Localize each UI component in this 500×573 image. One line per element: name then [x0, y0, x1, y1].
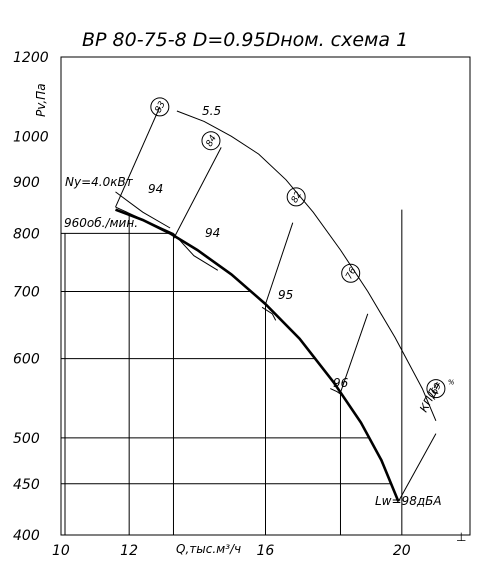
power-label: Ny=4.0кВт — [65, 175, 134, 189]
efficiency-line-2 — [261, 306, 277, 321]
x-axis-label: Q,тыс.м³/ч — [176, 542, 241, 556]
efficiency-circle-0 — [150, 97, 170, 117]
eff-label-96: 96 — [333, 376, 349, 390]
efficiency-line-1 — [173, 233, 219, 271]
speed-label: 960об./мин. — [64, 216, 138, 230]
chart-title: ВР 80-75-8 D=0.95Dном. схема 1 — [82, 29, 408, 51]
x-tick-16: 16 — [257, 543, 275, 559]
x-tick-labels: 10 12 16 20 — [52, 543, 411, 559]
y-tick-600: 600 — [13, 352, 40, 368]
efficiency-line-0 — [115, 191, 171, 229]
speed-line-69 — [397, 433, 437, 502]
efficiency-circle-label-1: 84 — [205, 134, 219, 149]
efficiency-layer — [115, 191, 341, 395]
sound-power-label: Lw=98дБА — [375, 494, 442, 508]
grid — [61, 209, 403, 535]
series-layer — [115, 208, 400, 502]
speed-line-76 — [340, 313, 369, 393]
corner-mark: ⊥ — [456, 530, 466, 544]
auxiliary-lines — [115, 106, 437, 502]
plot-frame — [60, 56, 471, 536]
x-tick-10: 10 — [52, 543, 70, 559]
eff-label-95: 95 — [278, 288, 293, 302]
x-tick-12: 12 — [120, 543, 138, 559]
y-tick-labels: 400 450 500 600 700 800 900 1000 1200 — [13, 50, 49, 544]
power-max-label: 5.5 — [202, 104, 221, 118]
efficiency-circle-label-3: 76 — [344, 266, 358, 281]
power-line-start — [115, 106, 161, 208]
performance-curve — [115, 208, 400, 502]
percent-mark: % — [448, 379, 455, 387]
efficiency-circle-1 — [201, 131, 221, 151]
efficiency-circle-3 — [341, 263, 361, 283]
efficiency-line-3 — [330, 388, 341, 395]
y-tick-1200: 1200 — [13, 50, 49, 66]
speed-line-82 — [265, 222, 294, 305]
y-tick-1000: 1000 — [13, 129, 49, 145]
y-tick-450: 450 — [13, 477, 40, 493]
efficiency-circle-label-0: 83 — [154, 100, 168, 115]
eff-label-94-upper: 94 — [148, 182, 163, 196]
efficiency-circle-2 — [286, 187, 306, 207]
y-tick-800: 800 — [13, 226, 40, 242]
efficiency-circle-4 — [426, 379, 446, 399]
speed-line-84 — [173, 147, 222, 240]
y-axis-label: Pv,Па — [34, 83, 48, 117]
envelope-curve — [176, 110, 437, 421]
y-tick-500: 500 — [13, 431, 40, 447]
y-tick-700: 700 — [13, 285, 40, 301]
efficiency-circle-label-4: 69 — [430, 381, 444, 396]
eff-label-94-lower: 94 — [205, 226, 220, 240]
efficiency-circles: 83 84 82 76 69% — [150, 97, 455, 399]
y-tick-400: 400 — [13, 528, 40, 544]
efficiency-circle-label-2: 82 — [290, 190, 304, 205]
y-tick-900: 900 — [13, 175, 40, 191]
x-tick-20: 20 — [393, 543, 411, 559]
